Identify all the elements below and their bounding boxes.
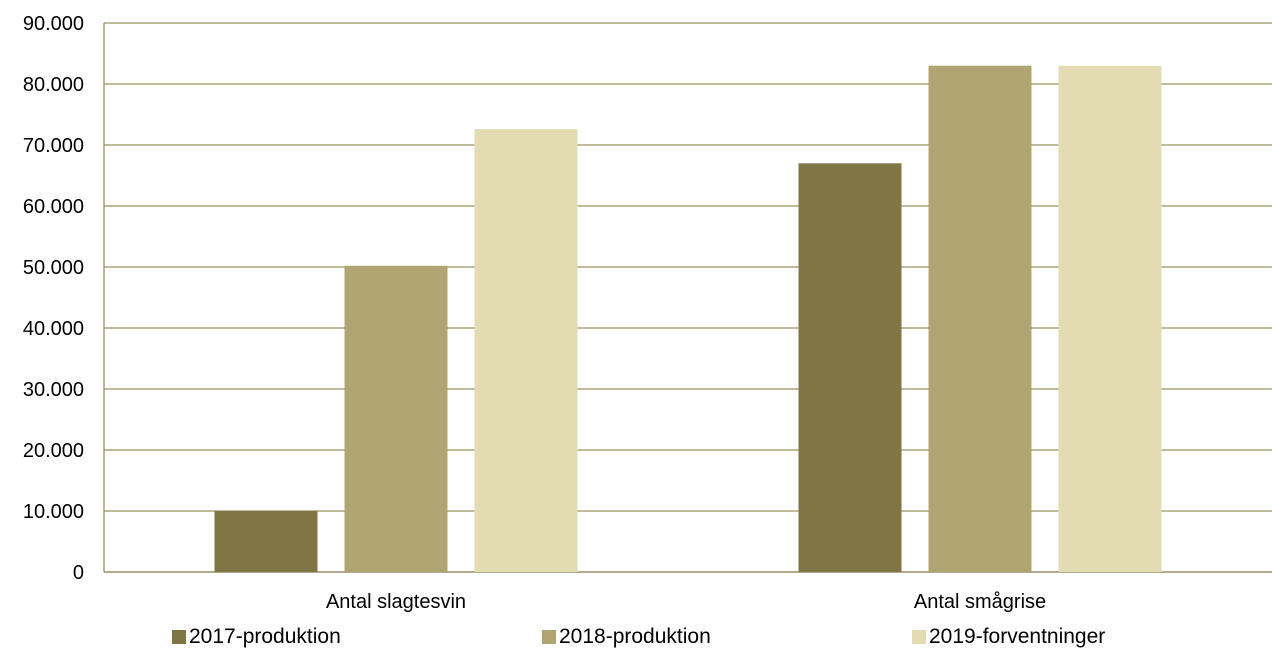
y-tick-label: 20.000 (23, 440, 84, 462)
x-axis-category-labels: Antal slagtesvin Antal smågrise (326, 591, 1046, 613)
bars (214, 65, 1162, 573)
y-axis-tick-labels: 0 10.000 20.000 30.000 40.000 50.000 60.000 70.… (23, 13, 84, 584)
legend: 2017-produktion 2018-produktion 2019-forve… (0, 624, 1274, 650)
y-tick-label: 80.000 (23, 74, 84, 96)
bar (344, 265, 448, 572)
legend-item: 2017-produktion (172, 624, 341, 650)
bar (928, 65, 1032, 572)
legend-swatch (542, 630, 556, 644)
legend-swatch (172, 630, 186, 644)
legend-label: 2017-produktion (189, 625, 341, 648)
bar (474, 129, 578, 572)
x-category-label: Antal slagtesvin (326, 591, 466, 613)
bar-chart: 0 10.000 20.000 30.000 40.000 50.000 60.000 70.… (23, 13, 1272, 613)
y-tick-label: 40.000 (23, 318, 84, 340)
y-tick-label: 10.000 (23, 501, 84, 523)
legend-label: 2018-produktion (559, 625, 711, 648)
bar (1058, 65, 1162, 572)
bar (214, 511, 318, 572)
legend-item: 2019-forventninger (912, 624, 1105, 650)
y-tick-label: 0 (73, 562, 84, 584)
x-category-label: Antal smågrise (914, 591, 1046, 613)
y-tick-label: 50.000 (23, 257, 84, 279)
bar (798, 163, 902, 573)
legend-item: 2018-produktion (542, 624, 711, 650)
legend-swatch (912, 630, 926, 644)
y-tick-label: 30.000 (23, 379, 84, 401)
y-tick-label: 60.000 (23, 196, 84, 218)
legend-label: 2019-forventninger (929, 625, 1106, 648)
y-tick-label: 90.000 (23, 13, 84, 35)
y-tick-label: 70.000 (23, 135, 84, 157)
